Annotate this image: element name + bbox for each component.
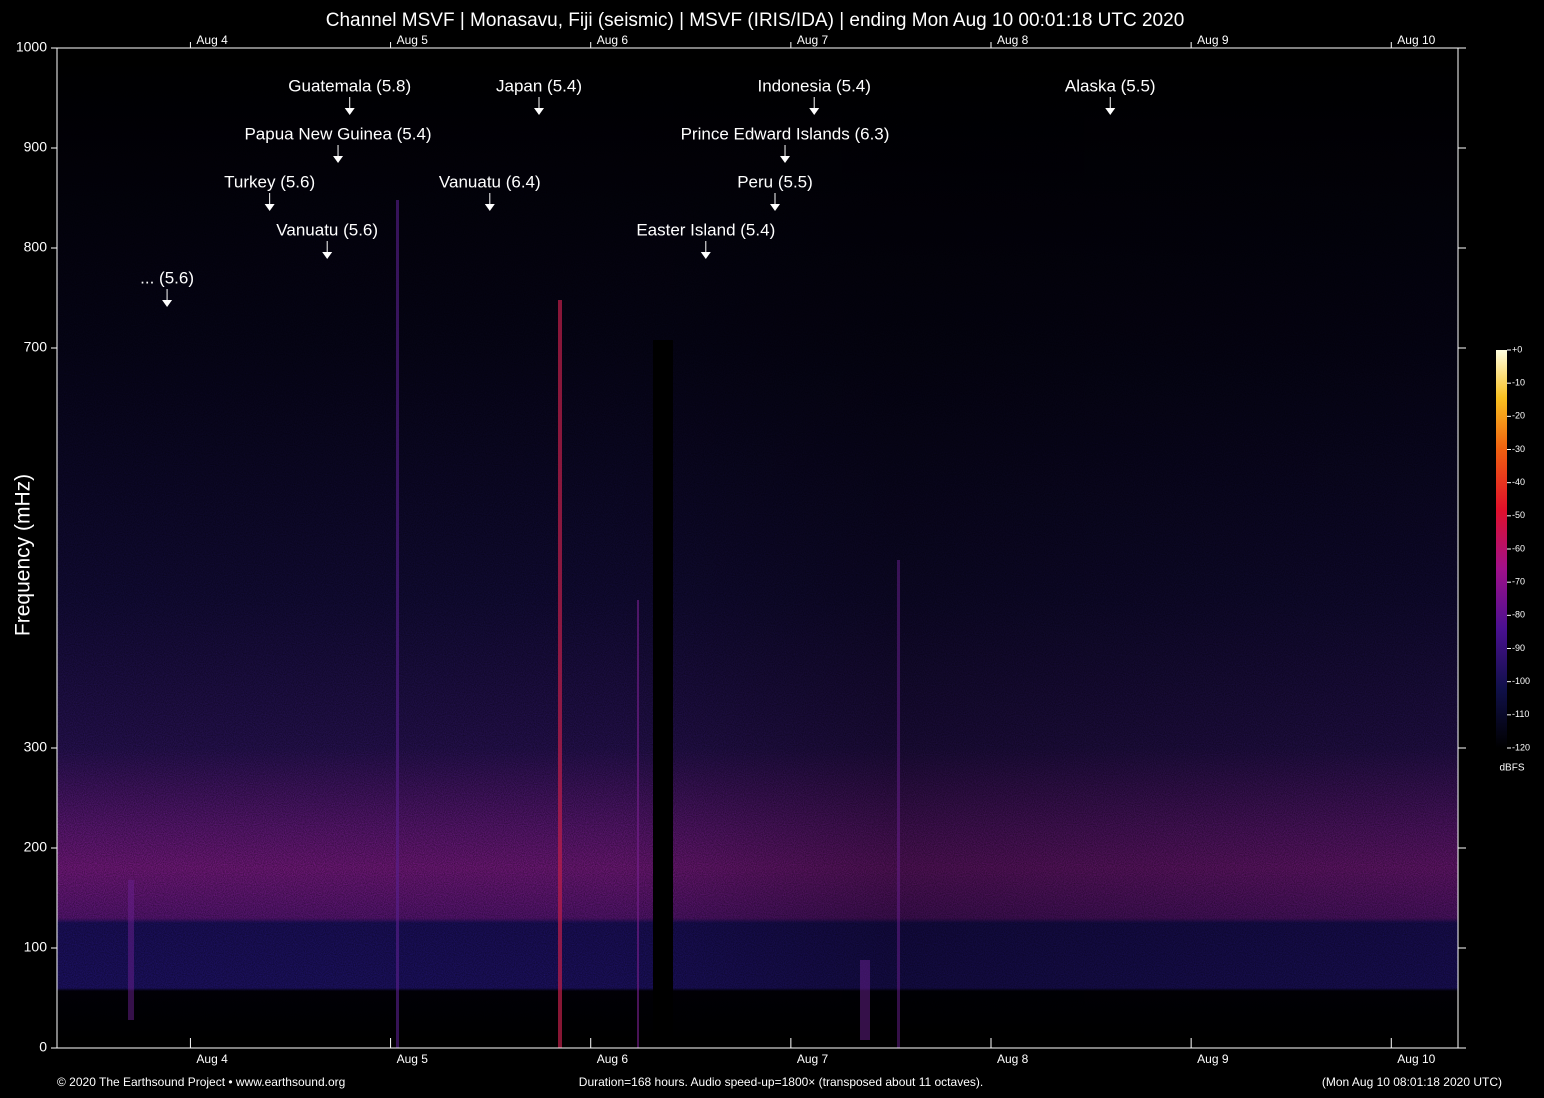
colorbar-tick-label: +0 [1512,344,1522,354]
x-tick-label-top: Aug 10 [1397,33,1435,47]
plot-frame [56,47,1459,1049]
colorbar-label: dBFS [1499,763,1524,774]
y-tick-label: 1000 [16,39,47,55]
spectrogram-noise [57,48,1458,1048]
colorbar-tick-label: -20 [1512,411,1525,421]
x-tick-label: Aug 5 [397,1052,429,1066]
x-tick-label: Aug 6 [597,1052,629,1066]
streak [860,960,870,1040]
colorbar-tick-label: -50 [1512,510,1525,520]
colorbar-tick-label: -110 [1512,709,1529,719]
annotation-label: Vanuatu (5.6) [276,220,378,239]
colorbar-tick-label: -90 [1512,643,1525,653]
colorbar-tick-label: -40 [1512,477,1525,487]
annotation-arrowhead [534,108,545,115]
colorbar [1496,350,1507,748]
x-tick-label: Aug 4 [196,1052,228,1066]
colorbar-tick-label: -30 [1512,444,1525,454]
streak [396,200,399,1048]
x-tick-label-top: Aug 9 [1197,33,1229,47]
annotation-arrowhead [264,204,275,211]
x-tick-label: Aug 8 [997,1052,1029,1066]
colorbar-tick-label: -10 [1512,378,1525,388]
x-tick-label: Aug 10 [1397,1052,1435,1066]
annotation-label: Alaska (5.5) [1065,76,1156,95]
annotation-label: Papua New Guinea (5.4) [244,124,431,143]
colorbar-tick-label: -120 [1512,742,1530,752]
chart-title: Channel MSVF | Monasavu, Fiji (seismic) … [326,10,1185,31]
x-tick-label-top: Aug 5 [397,33,429,47]
data-gap [653,340,673,1048]
spectrogram [57,48,1458,1048]
annotation-label: Guatemala (5.8) [288,76,411,95]
streak [128,880,134,1020]
annotation-label: Japan (5.4) [496,76,582,95]
y-axis-label: Frequency (mHz) [12,474,35,636]
y-tick-label: 100 [24,939,48,955]
y-tick-label: 700 [24,339,48,355]
annotation-label: Indonesia (5.4) [758,76,871,95]
footer-left: © 2020 The Earthsound Project • www.eart… [57,1075,345,1089]
annotation-arrowhead [484,204,495,211]
annotation-label: Peru (5.5) [737,172,813,191]
footer-center: Duration=168 hours. Audio speed-up=1800×… [579,1075,983,1089]
annotation-arrowhead [322,252,333,259]
annotation-arrowhead [700,252,711,259]
annotation-label: ... (5.6) [140,268,194,287]
x-tick-label-top: Aug 4 [196,33,228,47]
annotation-arrowhead [780,156,791,163]
x-tick-label-top: Aug 8 [997,33,1029,47]
y-tick-label: 800 [24,239,48,255]
x-tick-label-top: Aug 6 [597,33,629,47]
annotation-label: Vanuatu (6.4) [439,172,541,191]
annotation-arrowhead [344,108,355,115]
x-tick-label: Aug 7 [797,1052,829,1066]
colorbar-tick-label: -80 [1512,610,1525,620]
annotation-arrowhead [1105,108,1116,115]
annotation-arrowhead [770,204,781,211]
annotation-arrowhead [333,156,344,163]
streak [558,300,562,1048]
annotation-label: Turkey (5.6) [224,172,315,191]
streak [897,560,900,1048]
y-tick-label: 300 [24,739,48,755]
annotation-label: Easter Island (5.4) [636,220,775,239]
y-tick-label: 200 [24,839,48,855]
y-tick-label: 900 [24,139,48,155]
annotation-label: Prince Edward Islands (6.3) [681,124,890,143]
colorbar-tick-label: -100 [1512,676,1530,686]
colorbar-tick-label: -70 [1512,577,1525,587]
x-tick-label-top: Aug 7 [797,33,829,47]
streak [637,600,639,1048]
footer-right: (Mon Aug 10 08:01:18 2020 UTC) [1322,1075,1502,1089]
y-tick-label: 0 [39,1039,47,1055]
colorbar-tick-label: -60 [1512,543,1525,553]
annotation-arrowhead [162,300,173,307]
annotation-arrowhead [809,108,820,115]
x-tick-label: Aug 9 [1197,1052,1229,1066]
